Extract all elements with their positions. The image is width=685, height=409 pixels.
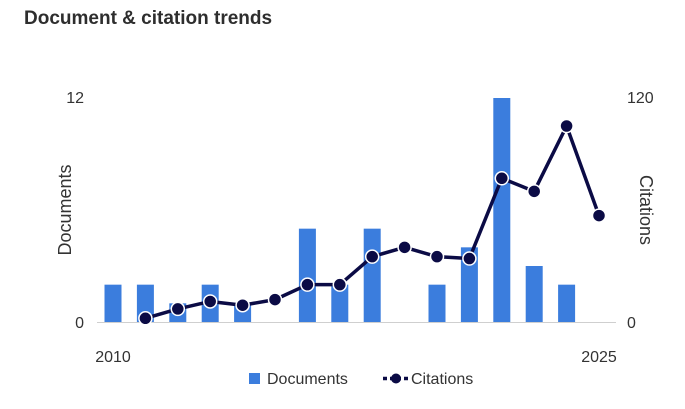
y-left-tick-label: 12 bbox=[66, 90, 84, 107]
documents-bar bbox=[363, 228, 381, 322]
chart-title: Document & citation trends bbox=[24, 8, 273, 29]
y-right-tick-label: 0 bbox=[627, 315, 636, 332]
citations-point bbox=[235, 297, 250, 313]
citations-point bbox=[170, 301, 186, 317]
documents-bar bbox=[558, 284, 576, 322]
documents-bar bbox=[525, 266, 543, 322]
documents-bar bbox=[298, 228, 316, 322]
citations-point bbox=[364, 249, 380, 264]
x-tick-label: 2010 bbox=[95, 349, 131, 366]
citations-point bbox=[526, 184, 542, 199]
citations-point bbox=[429, 249, 445, 264]
documents-bar bbox=[493, 98, 511, 322]
documents-bar bbox=[428, 284, 446, 322]
citations-point bbox=[138, 311, 153, 326]
legend-citations-marker bbox=[391, 373, 401, 384]
citations-point bbox=[300, 277, 315, 292]
legend-citations-label: Citations bbox=[411, 371, 473, 388]
legend-documents-swatch bbox=[249, 373, 260, 384]
citations-point bbox=[462, 251, 477, 266]
citations-point bbox=[397, 240, 412, 255]
y-right-axis-title: Citations bbox=[636, 175, 656, 245]
citations-point bbox=[559, 118, 574, 134]
citations-point bbox=[332, 277, 348, 292]
documents-bar bbox=[331, 284, 349, 322]
citations-point bbox=[591, 208, 607, 223]
citations-point bbox=[267, 292, 283, 307]
x-tick-label: 2025 bbox=[581, 349, 617, 366]
y-left-axis-title: Documents bbox=[55, 164, 75, 255]
documents-bar bbox=[460, 247, 478, 322]
y-right-tick-label: 120 bbox=[627, 90, 654, 107]
legend-documents-label: Documents bbox=[267, 371, 348, 388]
documents-bar bbox=[104, 284, 122, 322]
citations-point bbox=[494, 171, 510, 186]
citations-point bbox=[202, 294, 218, 309]
y-left-tick-label: 0 bbox=[75, 315, 84, 332]
